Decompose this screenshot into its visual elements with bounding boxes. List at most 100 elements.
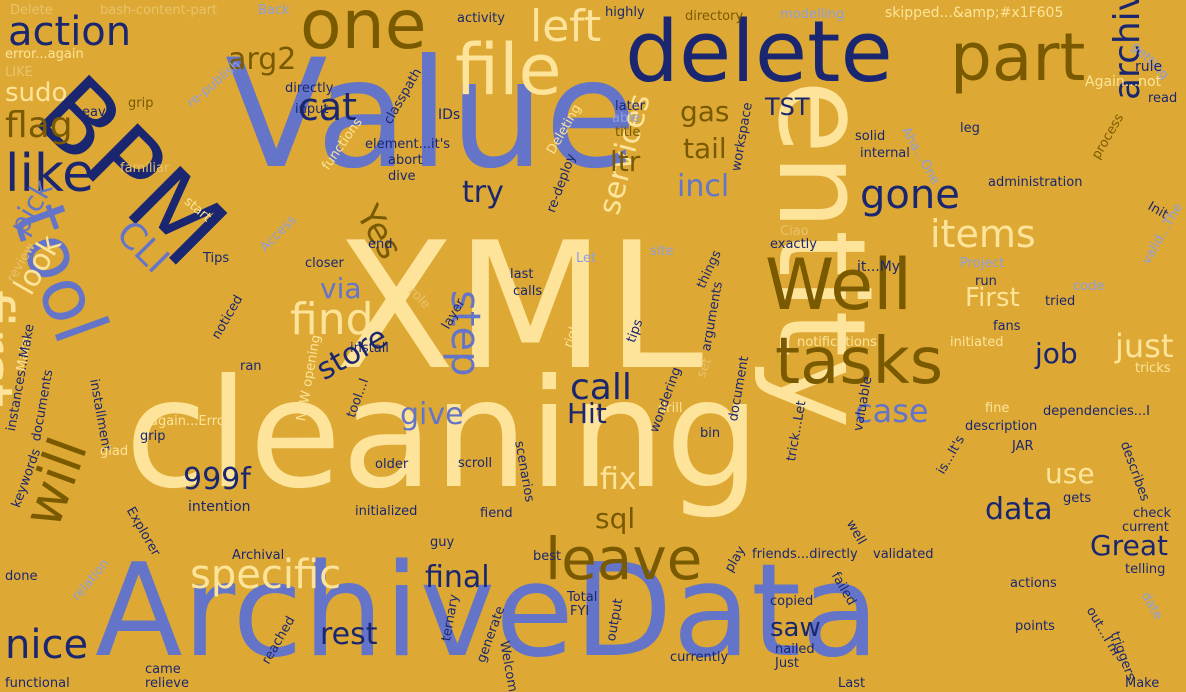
cloud-word: Just: [775, 656, 799, 671]
cloud-word: bin: [700, 426, 721, 441]
cloud-word: best: [533, 549, 562, 564]
cloud-word: final: [425, 560, 490, 595]
cloud-word: incl: [677, 169, 730, 204]
cloud-word: able: [612, 111, 640, 126]
cloud-word: items: [930, 212, 1036, 256]
cloud-word: Again...not: [1085, 74, 1162, 90]
cloud-word: friends...directly: [752, 547, 858, 562]
cloud-word: process: [1089, 111, 1128, 162]
cloud-word: read: [1148, 91, 1178, 106]
cloud-word: nailed: [775, 642, 815, 657]
cloud-word: XML: [335, 206, 704, 409]
cloud-word: sudo: [5, 78, 68, 108]
cloud-word: scroll: [458, 456, 493, 471]
cloud-word: dive: [388, 169, 416, 184]
cloud-word: Back: [258, 3, 290, 18]
cloud-word: run: [975, 274, 997, 289]
cloud-word: validated: [873, 547, 934, 562]
cloud-word: dependencies...I: [1043, 404, 1150, 419]
cloud-word: activity: [457, 11, 505, 26]
cloud-word: fans: [993, 319, 1021, 334]
cloud-word: find: [290, 294, 374, 345]
cloud-word: Archival: [232, 548, 285, 563]
cloud-word: call: [570, 367, 632, 408]
cloud-word: title: [615, 125, 641, 140]
cloud-word: file: [455, 29, 562, 111]
cloud-word: installment: [86, 377, 114, 453]
cloud-word: modelling: [780, 7, 845, 22]
cloud-word: administration: [988, 175, 1083, 190]
cloud-word: LIKE: [5, 65, 33, 80]
cloud-word: install: [350, 341, 389, 356]
cloud-word: Hit: [567, 397, 607, 430]
cloud-word: last: [510, 267, 534, 282]
cloud-word: leave: [545, 525, 703, 593]
cloud-word: done: [5, 569, 38, 584]
cloud-word: tried: [1045, 294, 1076, 309]
cloud-word: familiar: [120, 161, 170, 176]
cloud-word: Access: [257, 212, 300, 255]
cloud-word: rule: [1135, 59, 1163, 75]
cloud-word: current: [1122, 520, 1169, 535]
cloud-word: skipped...&amp;#x1F605: [885, 5, 1064, 21]
cloud-word: exactly: [770, 237, 817, 252]
cloud-word: site: [650, 244, 674, 259]
cloud-word: bash-content-part: [100, 3, 218, 18]
cloud-word: check: [1133, 506, 1172, 521]
cloud-word: error...again: [5, 47, 84, 62]
cloud-word: cleaning: [125, 348, 761, 522]
cloud-word: gets: [1063, 491, 1092, 506]
cloud-word: Make: [1125, 676, 1160, 691]
cloud-word: guy: [430, 535, 455, 550]
cloud-word: again...Error: [150, 414, 231, 429]
cloud-word: arguments: [699, 280, 727, 353]
cloud-word: later: [615, 99, 646, 114]
cloud-word: Last: [838, 676, 866, 691]
cloud-word: JAR: [1012, 439, 1034, 454]
cloud-word: 999f: [183, 462, 251, 497]
cloud-word: initialized: [355, 504, 418, 519]
cloud-word: data: [985, 492, 1053, 527]
cloud-word: flag: [5, 105, 73, 146]
cloud-word: IDs: [438, 107, 461, 123]
cloud-word: saw: [770, 613, 821, 643]
cloud-word: grip: [128, 96, 154, 111]
cloud-word: Let: [576, 251, 597, 266]
cloud-word: Ciao: [780, 224, 809, 239]
cloud-word: Great: [1090, 529, 1168, 562]
cloud-word: FYI: [570, 604, 590, 619]
cloud-word: Leave: [75, 105, 114, 120]
cloud-word: drill: [658, 401, 683, 416]
cloud-word: currently: [670, 650, 729, 665]
cloud-word: Delete: [10, 3, 53, 18]
cloud-word: part: [950, 19, 1086, 96]
cloud-word: intention: [188, 499, 251, 515]
cloud-word: functional: [5, 676, 70, 691]
cloud-word: tail: [683, 132, 727, 165]
cloud-word: like: [5, 144, 95, 204]
cloud-word: specific: [190, 552, 342, 598]
cloud-word: job: [1035, 337, 1078, 370]
cloud-word: case: [855, 392, 929, 430]
cloud-word: give: [400, 397, 464, 432]
cloud-word: nice: [5, 622, 89, 668]
cloud-word: via: [320, 272, 362, 305]
cloud-word: noticed: [209, 292, 247, 342]
cloud-word: glad: [100, 444, 129, 459]
cloud-word: TST: [765, 93, 810, 121]
cloud-word: gas: [680, 95, 730, 128]
cloud-word: leg: [960, 121, 980, 136]
cloud-word: input: [295, 102, 329, 117]
cloud-word: fiend: [480, 506, 513, 521]
cloud-word: copied: [770, 594, 814, 609]
cloud-word: Total: [567, 590, 598, 605]
cloud-word: notifications: [797, 335, 877, 350]
cloud-word: describes: [1116, 439, 1153, 504]
cloud-word: one: [300, 0, 427, 65]
cloud-word: date: [1137, 589, 1166, 623]
cloud-word: relieve: [145, 676, 189, 691]
cloud-word: initiated: [950, 335, 1004, 350]
cloud-word: internal: [860, 146, 910, 161]
cloud-word: First: [965, 283, 1020, 313]
